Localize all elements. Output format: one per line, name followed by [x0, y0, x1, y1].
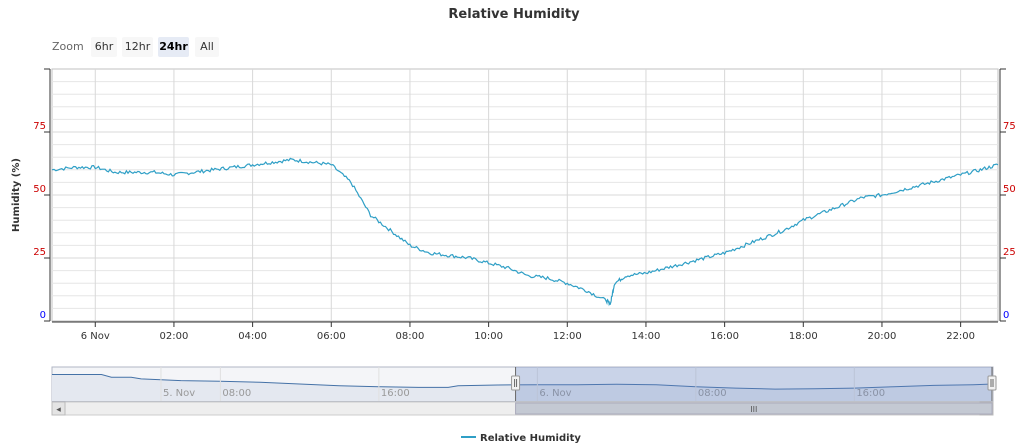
legend[interactable]: Relative Humidity: [461, 433, 581, 444]
navigator-tick-label: 16:00: [381, 388, 410, 399]
navigator-left-handle[interactable]: [511, 375, 521, 391]
y-axis-title: Humidity (%): [11, 158, 22, 232]
left-y-axis: 0 25 50 75: [33, 68, 51, 322]
navigator-tick-label: 08:00: [698, 388, 727, 399]
left-tick-label: 25: [33, 247, 46, 258]
series-relative-humidity: [51, 157, 999, 307]
right-tick-label: 75: [1003, 121, 1016, 132]
x-tick-label: 22:00: [946, 331, 975, 342]
navigator-tick-label: 5. Nov: [163, 388, 195, 399]
x-tick-label: 14:00: [632, 331, 661, 342]
navigator-tick-label: 6. Nov: [539, 388, 571, 399]
handle-box: [511, 375, 521, 391]
x-tick-label: 08:00: [396, 331, 425, 342]
scrollbar-thumb[interactable]: [515, 402, 993, 415]
navigator-series-area: [52, 374, 993, 401]
x-tick-label: 18:00: [789, 331, 818, 342]
zoom-12hr-button[interactable]: 12hr: [122, 37, 153, 57]
x-tick-label: 16:00: [710, 331, 739, 342]
x-tick-label: 06:00: [317, 331, 346, 342]
navigator-selected-range[interactable]: [515, 367, 993, 401]
navigator-right-handle[interactable]: [987, 375, 997, 391]
navigator-scrollbar[interactable]: ◂▸III: [51, 401, 994, 416]
x-tick-label: 12:00: [553, 331, 582, 342]
scrollbar-left-button[interactable]: [51, 401, 66, 416]
scrollbar-left-arrow-icon: ◂: [56, 405, 61, 415]
x-tick-label: 20:00: [868, 331, 897, 342]
chart-title: Relative Humidity: [448, 7, 580, 22]
zoom-6hr-button[interactable]: 6hr: [91, 37, 117, 57]
navigator-tick-label: 16:00: [856, 388, 885, 399]
x-tick-label: 10:00: [474, 331, 503, 342]
navigator-tick-label: 08:00: [222, 388, 251, 399]
right-tick-label: 25: [1003, 247, 1016, 258]
right-tick-label: 50: [1003, 184, 1016, 195]
zoom-24hr-button[interactable]: 24hr: [158, 37, 189, 57]
zoom-label: Zoom: [52, 40, 84, 53]
x-tick-label: 6 Nov: [81, 331, 110, 342]
left-tick-label: 50: [33, 184, 46, 195]
grid-lines: [52, 69, 998, 321]
x-tick-label: 04:00: [238, 331, 267, 342]
right-y-axis: 0 25 50 75: [999, 68, 1016, 322]
handle-box: [987, 375, 997, 391]
series-line: [51, 157, 999, 307]
scrollbar-grip-icon: III: [750, 405, 757, 414]
x-axis: 6 Nov 02:00 04:00 06:00 08:00 10:00 12:00 14:00…: [52, 321, 998, 342]
legend-item-relative-humidity[interactable]: Relative Humidity: [480, 433, 581, 444]
navigator[interactable]: 5. Nov 08:00 16:00 6. Nov 08:00 16:00 ◂▸III: [51, 366, 997, 416]
left-tick-label: 75: [33, 121, 46, 132]
x-tick-label: 02:00: [160, 331, 189, 342]
right-tick-label: 0: [1003, 310, 1009, 321]
left-tick-label: 0: [40, 310, 46, 321]
zoom-all-button[interactable]: All: [195, 37, 219, 57]
